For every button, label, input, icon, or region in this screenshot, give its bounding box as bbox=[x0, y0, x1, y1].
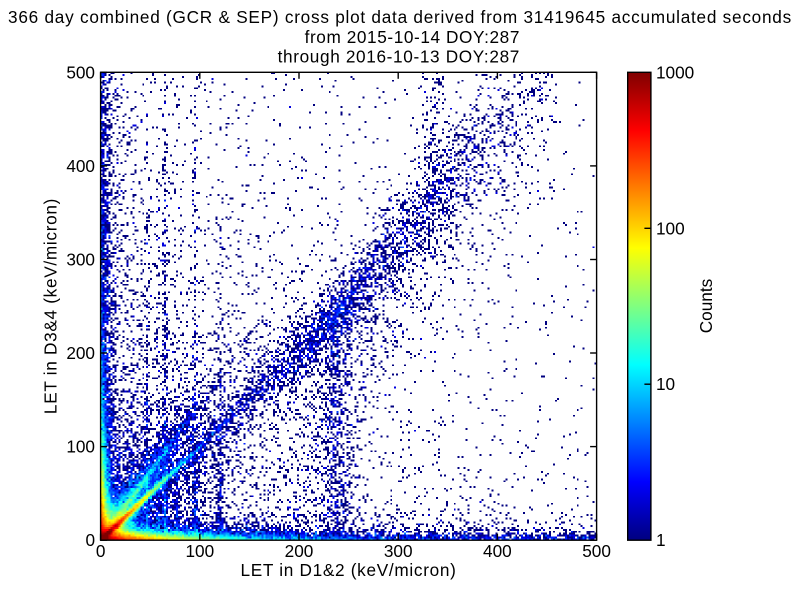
svg-text:1: 1 bbox=[656, 530, 666, 550]
svg-text:through 2016-10-13 DOY:287: through 2016-10-13 DOY:287 bbox=[278, 47, 520, 67]
svg-text:LET in D3&4 (keV/micron): LET in D3&4 (keV/micron) bbox=[41, 198, 61, 414]
svg-text:400: 400 bbox=[483, 541, 512, 561]
svg-text:1000: 1000 bbox=[656, 62, 694, 82]
svg-text:100: 100 bbox=[656, 218, 685, 238]
svg-text:from 2015-10-14 DOY:287: from 2015-10-14 DOY:287 bbox=[305, 27, 520, 47]
svg-text:300: 300 bbox=[384, 541, 413, 561]
svg-text:400: 400 bbox=[66, 156, 95, 176]
svg-text:LET in D1&2 (keV/micron): LET in D1&2 (keV/micron) bbox=[240, 560, 456, 580]
svg-text:0: 0 bbox=[85, 530, 95, 550]
svg-text:500: 500 bbox=[582, 541, 611, 561]
svg-text:0: 0 bbox=[96, 541, 106, 561]
svg-text:Counts: Counts bbox=[696, 279, 716, 333]
svg-text:366 day combined (GCR & SEP) c: 366 day combined (GCR & SEP) cross plot … bbox=[8, 7, 792, 27]
svg-text:200: 200 bbox=[66, 343, 95, 363]
svg-text:100: 100 bbox=[66, 437, 95, 457]
svg-text:100: 100 bbox=[185, 541, 214, 561]
svg-text:10: 10 bbox=[656, 374, 675, 394]
svg-text:300: 300 bbox=[66, 250, 95, 270]
svg-text:200: 200 bbox=[285, 541, 314, 561]
svg-text:500: 500 bbox=[66, 62, 95, 82]
